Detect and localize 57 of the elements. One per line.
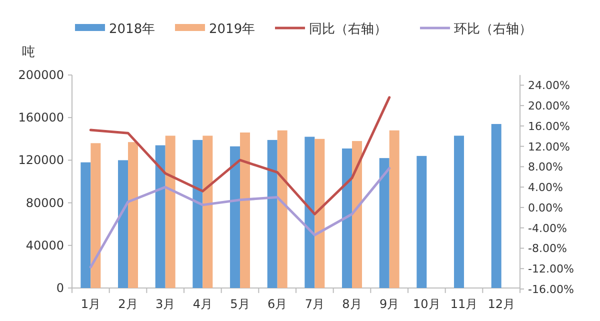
y2-tick-label: 8.00%	[528, 160, 563, 174]
y-axis-title: 吨	[22, 45, 35, 60]
bar	[491, 124, 502, 288]
x-tick-label: 9月	[380, 297, 400, 311]
bar	[202, 136, 213, 288]
x-tick-label: 3月	[156, 297, 176, 311]
line-series	[89, 96, 391, 216]
bar	[90, 143, 101, 288]
bar	[342, 148, 352, 288]
y2-tick-label: -16.00%	[528, 283, 574, 296]
legend-label: 2018年	[109, 22, 156, 37]
bar	[379, 158, 390, 288]
legend-label: 同比（右轴）	[309, 22, 387, 37]
y2-tick-label: 0.00%	[528, 201, 563, 214]
y-tick-label: 200000	[18, 68, 64, 82]
bar	[277, 130, 288, 288]
x-tick-label: 8月	[342, 297, 362, 311]
y2-tick-label: 20.00%	[528, 100, 570, 113]
bar	[165, 136, 176, 288]
bar	[155, 145, 166, 288]
bar	[267, 140, 278, 288]
bar	[389, 130, 400, 288]
x-tick-label: 5月	[230, 297, 250, 311]
x-tick-label: 12月	[488, 297, 515, 311]
y-tick-label: 120000	[18, 153, 64, 168]
y2-tick-label: -8.00%	[528, 242, 567, 256]
bar	[128, 142, 138, 288]
bar	[454, 136, 464, 288]
line-series	[89, 166, 391, 268]
bar	[118, 160, 128, 288]
bar	[416, 156, 427, 288]
y2-tick-label: -12.00%	[528, 262, 574, 276]
legend-label: 环比（右轴）	[454, 22, 532, 37]
bar	[192, 140, 203, 288]
y2-tick-label: 4.00%	[528, 181, 563, 194]
y-tick-label: 40000	[26, 238, 64, 252]
y-tick-label: 0	[56, 281, 64, 295]
y2-tick-label: -4.00%	[528, 222, 567, 235]
x-tick-label: 7月	[304, 297, 324, 311]
x-tick-label: 1月	[80, 297, 100, 311]
x-tick-label: 6月	[268, 297, 288, 311]
y-tick-label: 80000	[26, 196, 64, 210]
y-tick-label: 160000	[18, 110, 64, 125]
x-tick-label: 4月	[192, 297, 212, 311]
x-tick-label: 2月	[118, 297, 138, 311]
bar	[352, 141, 362, 288]
y2-tick-label: 16.00%	[528, 120, 570, 133]
y2-tick-label: 24.00%	[528, 79, 570, 92]
bar	[230, 146, 240, 288]
bar	[304, 136, 315, 288]
x-tick-label: 11月	[450, 297, 478, 311]
y2-tick-label: 12.00%	[528, 140, 570, 154]
bar	[314, 138, 325, 288]
x-tick-label: 10月	[413, 297, 440, 311]
legend-label: 2019年	[209, 22, 256, 37]
bar	[240, 132, 250, 288]
bar	[80, 162, 91, 288]
